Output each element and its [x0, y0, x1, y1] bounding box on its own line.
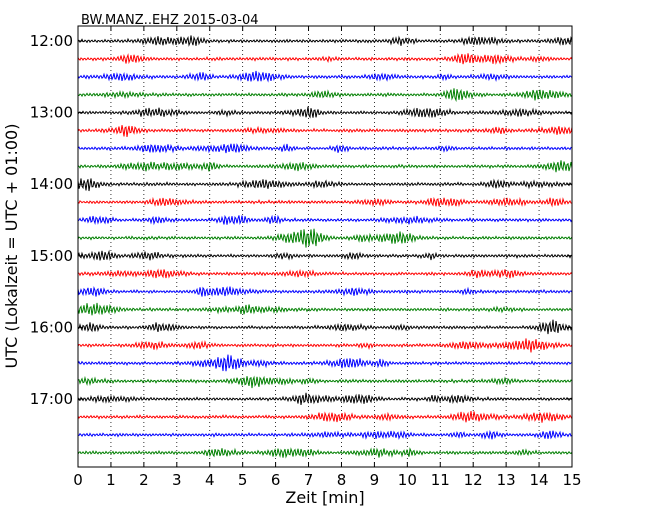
plot-area	[78, 26, 572, 467]
trace-1315	[77, 125, 573, 138]
trace-1630	[77, 354, 573, 372]
trace-1300	[77, 106, 573, 119]
trace-1245	[77, 88, 573, 103]
x-tick-label: 13	[497, 471, 516, 489]
x-tick-label: 14	[530, 471, 549, 489]
x-tick-label: 4	[205, 471, 215, 489]
minute-grid	[110, 26, 540, 467]
trace-1215	[77, 52, 573, 65]
trace-1600	[77, 319, 573, 335]
trace-1500	[77, 249, 573, 261]
x-axis-label: Zeit [min]	[285, 488, 364, 507]
trace-1715	[77, 410, 573, 423]
x-tick-label: 2	[139, 471, 149, 489]
trace-1415	[77, 196, 573, 208]
y-tick-label: 14:00	[30, 175, 73, 193]
y-tick-label: 17:00	[30, 390, 73, 408]
trace-1745	[77, 447, 573, 459]
trace-1330	[77, 143, 573, 154]
trace-1545	[77, 302, 573, 316]
x-tick-label: 8	[337, 471, 347, 489]
x-tick-label: 5	[238, 471, 248, 489]
x-tick-label: 7	[304, 471, 314, 489]
trace-1400	[77, 178, 573, 192]
seismogram-traces	[77, 35, 573, 459]
trace-1645	[77, 375, 573, 389]
x-tick-label: 12	[464, 471, 483, 489]
y-tick-label: 15:00	[30, 247, 73, 265]
x-tick-label: 3	[172, 471, 182, 489]
x-tick-label: 10	[398, 471, 417, 489]
trace-1530	[77, 285, 573, 297]
x-tick-label: 15	[562, 471, 581, 489]
trace-1445	[77, 228, 573, 248]
y-axis-ticks: 12:00 13:00 14:00 15:00 16:00 17:00	[30, 32, 572, 408]
x-tick-label: 1	[106, 471, 116, 489]
x-tick-label: 9	[370, 471, 380, 489]
plot-frame	[77, 25, 573, 468]
x-tick-label: 6	[271, 471, 281, 489]
trace-1730	[77, 429, 573, 440]
trace-1700	[77, 392, 573, 406]
y-tick-label: 16:00	[30, 318, 73, 336]
trace-1430	[77, 214, 573, 226]
x-axis-ticks: 0 1 2 3 4 5 6 7 8 9 10 11 12 13 14 15	[73, 26, 582, 489]
trace-1615	[77, 338, 573, 353]
y-tick-label: 12:00	[30, 32, 73, 50]
trace-1200	[77, 35, 573, 47]
x-tick-label: 0	[73, 471, 83, 489]
x-tick-label: 11	[431, 471, 450, 489]
y-axis-label: UTC (Lokalzeit = UTC + 01:00)	[2, 124, 21, 369]
trace-1515	[77, 268, 573, 279]
trace-1345	[77, 160, 573, 173]
trace-1230	[77, 70, 573, 83]
y-tick-label: 13:00	[30, 104, 73, 122]
chart-title: BW.MANZ..EHZ 2015-03-04	[81, 13, 259, 28]
